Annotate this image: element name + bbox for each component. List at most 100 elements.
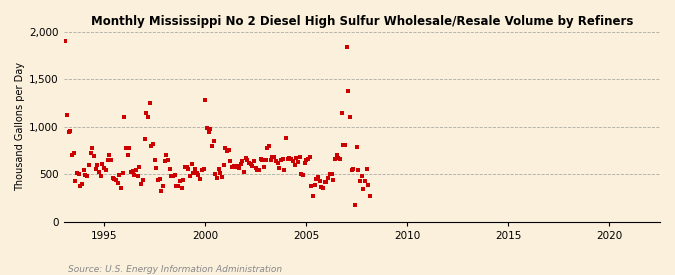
Point xyxy=(242,158,252,162)
Point xyxy=(190,166,200,171)
Point xyxy=(248,159,259,163)
Point xyxy=(240,156,251,160)
Point xyxy=(326,172,337,177)
Point xyxy=(153,178,163,182)
Point xyxy=(203,129,214,134)
Point xyxy=(61,113,72,118)
Point xyxy=(134,164,145,169)
Point xyxy=(90,166,101,171)
Point xyxy=(220,145,231,150)
Point xyxy=(68,151,79,156)
Point xyxy=(82,174,92,178)
Point xyxy=(292,160,303,164)
Point xyxy=(221,148,232,153)
Point xyxy=(88,154,99,158)
Point xyxy=(356,174,367,178)
Point xyxy=(191,171,202,175)
Point xyxy=(316,185,327,189)
Point xyxy=(343,89,354,93)
Point xyxy=(225,159,236,163)
Point xyxy=(365,194,376,198)
Point xyxy=(238,170,249,175)
Point xyxy=(306,183,317,188)
Point xyxy=(151,166,161,170)
Point xyxy=(304,155,315,160)
Point xyxy=(244,161,254,165)
Point xyxy=(291,156,302,160)
Point xyxy=(104,153,115,158)
Point xyxy=(155,177,165,181)
Point xyxy=(139,137,150,141)
Point xyxy=(223,147,234,152)
Point xyxy=(259,164,269,169)
Point xyxy=(345,115,356,120)
Point xyxy=(272,161,283,165)
Point xyxy=(271,159,281,163)
Point xyxy=(67,153,78,158)
Point xyxy=(262,145,273,150)
Point xyxy=(115,185,126,190)
Point xyxy=(201,126,212,130)
Point xyxy=(171,183,182,188)
Point xyxy=(363,183,374,187)
Point xyxy=(335,157,346,161)
Point xyxy=(288,159,298,163)
Point xyxy=(205,126,215,131)
Point xyxy=(180,164,190,169)
Point xyxy=(84,163,95,167)
Y-axis label: Thousand Gallons per Day: Thousand Gallons per Day xyxy=(15,62,25,191)
Point xyxy=(321,180,332,184)
Point xyxy=(211,176,222,180)
Point xyxy=(346,167,357,172)
Point xyxy=(200,98,211,103)
Point xyxy=(99,166,109,170)
Point xyxy=(175,179,186,183)
Point xyxy=(105,158,116,162)
Point xyxy=(65,128,76,133)
Point xyxy=(230,164,241,169)
Point xyxy=(309,183,320,187)
Point xyxy=(353,168,364,173)
Point xyxy=(358,187,369,192)
Point xyxy=(72,171,82,175)
Point xyxy=(299,161,310,165)
Point xyxy=(158,183,169,188)
Point xyxy=(329,157,340,161)
Point xyxy=(184,174,195,178)
Point xyxy=(131,168,142,173)
Point xyxy=(267,155,278,160)
Point xyxy=(181,164,192,169)
Point xyxy=(70,179,81,183)
Point xyxy=(342,45,352,49)
Point xyxy=(74,172,84,177)
Point xyxy=(166,174,177,178)
Point xyxy=(340,143,350,147)
Point xyxy=(301,158,312,162)
Point xyxy=(194,177,205,181)
Point xyxy=(75,183,86,188)
Point xyxy=(207,144,217,148)
Point xyxy=(128,169,138,174)
Point xyxy=(265,158,276,162)
Point xyxy=(362,166,373,171)
Point xyxy=(114,173,125,177)
Point xyxy=(173,183,184,188)
Point xyxy=(298,173,308,177)
Point xyxy=(165,166,176,171)
Point xyxy=(279,168,290,173)
Point xyxy=(325,172,335,177)
Point xyxy=(275,158,286,162)
Point xyxy=(352,145,362,149)
Point xyxy=(169,173,180,177)
Point xyxy=(294,155,305,160)
Point xyxy=(254,168,265,173)
Point xyxy=(217,175,227,179)
Point xyxy=(218,163,229,167)
Point xyxy=(112,181,123,185)
Point xyxy=(286,157,296,161)
Point xyxy=(148,142,159,146)
Point xyxy=(63,129,74,134)
Point xyxy=(247,164,258,168)
Point xyxy=(60,39,71,44)
Point xyxy=(95,174,106,178)
